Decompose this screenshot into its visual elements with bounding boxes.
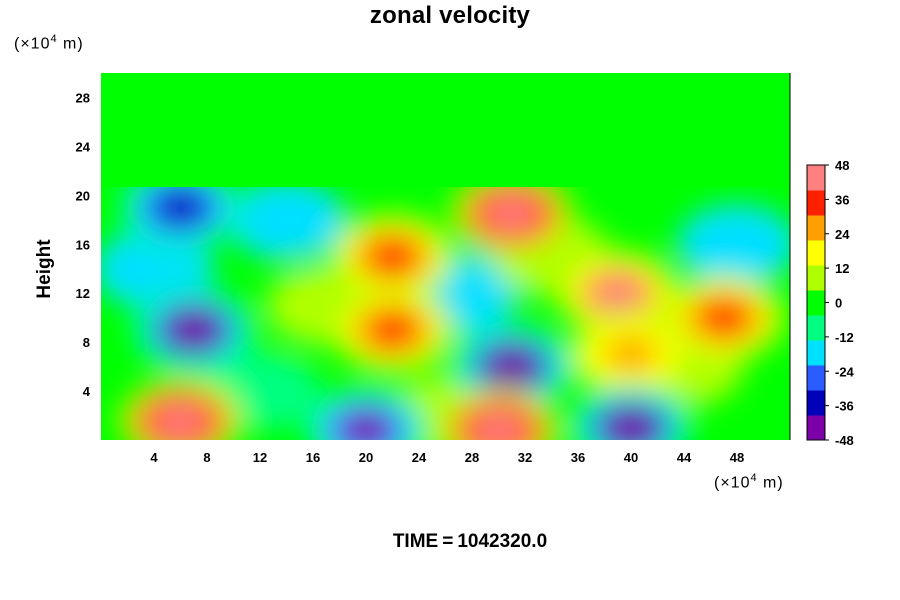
colorbar-label: 0: [835, 296, 842, 311]
chart-title: zonal velocity: [369, 2, 531, 29]
colorbar-swatch: [807, 390, 825, 416]
colorbar-label: 36: [835, 192, 849, 207]
colorbar-label: 12: [835, 261, 849, 276]
field-extreme: [330, 213, 455, 300]
field-extreme: [330, 286, 455, 374]
colorbar-swatch: [807, 165, 825, 191]
x-tick-label: 12: [253, 450, 267, 465]
time-equals: =: [442, 531, 454, 552]
y-unit-prefix: (×10: [14, 35, 51, 53]
colorbar-swatch: [807, 265, 825, 291]
colorbar-label: 48: [835, 158, 849, 173]
colorbar-swatch: [807, 215, 825, 241]
field-extreme: [131, 286, 256, 374]
field-extreme: [555, 249, 680, 337]
y-tick-label: 20: [76, 188, 90, 203]
x-tick-label: 16: [306, 450, 320, 465]
ambient-patch: [677, 204, 790, 285]
y-unit-suffix: m): [57, 35, 84, 53]
colorbar-label: -12: [835, 330, 854, 345]
field-extreme: [449, 187, 574, 258]
field-extreme: [569, 384, 693, 440]
colorbar-swatch: [807, 190, 825, 216]
colorbar-label: -48: [835, 433, 854, 448]
colorbar-label: -36: [835, 399, 854, 414]
y-tick-label: 8: [83, 335, 90, 350]
x-tick-label: 28: [465, 450, 479, 465]
x-tick-label: 48: [730, 450, 744, 465]
field-extreme: [449, 323, 574, 410]
x-axis-unit: (×104 m): [714, 472, 784, 492]
colorbar-swatch: [807, 415, 825, 441]
colorbar-swatch: [807, 315, 825, 341]
time-readout: TIME = 1042320.0: [0, 531, 900, 553]
x-tick-label: 44: [677, 450, 692, 465]
y-unit-exponent: 4: [50, 33, 58, 45]
y-axis-unit: (×104 m): [14, 33, 84, 53]
x-tick-label: 20: [359, 450, 373, 465]
colorbar-swatch: [807, 240, 825, 266]
colorbar-swatch: [807, 365, 825, 391]
y-tick-label: 4: [83, 384, 91, 399]
x-unit-suffix: m): [757, 474, 784, 492]
time-value: 1042320.0: [457, 531, 548, 552]
colorbar-swatch: [807, 290, 825, 316]
x-tick-label: 8: [203, 450, 210, 465]
x-tick-label: 32: [518, 450, 532, 465]
field-extreme: [304, 386, 428, 440]
y-tick-label: 16: [76, 237, 90, 252]
colorbar: 48 36 24 12 0 -12 -24 -36 -48: [806, 158, 855, 448]
y-tick-label: 24: [76, 139, 91, 154]
y-tick-label: 12: [76, 286, 90, 301]
lower-field: [101, 187, 790, 440]
field-extreme: [569, 310, 693, 398]
time-label: TIME: [392, 531, 439, 552]
ambient-patch: [226, 187, 347, 260]
x-tick-label: 36: [571, 450, 585, 465]
x-unit-prefix: (×10: [714, 474, 751, 492]
plot-area: [101, 73, 791, 440]
x-tick-label: 40: [624, 450, 638, 465]
y-tick-label: 28: [76, 90, 90, 105]
field-extreme: [118, 187, 243, 251]
field-extreme: [118, 378, 243, 440]
field-extreme: [436, 386, 561, 440]
x-tick-label: 24: [412, 450, 427, 465]
field-extreme: [661, 274, 786, 362]
colorbar-swatch: [807, 340, 825, 366]
x-unit-exponent: 4: [750, 472, 758, 484]
colorbar-label: -24: [835, 364, 855, 379]
colorbar-label: 24: [835, 227, 850, 242]
x-tick-label: 4: [150, 450, 158, 465]
